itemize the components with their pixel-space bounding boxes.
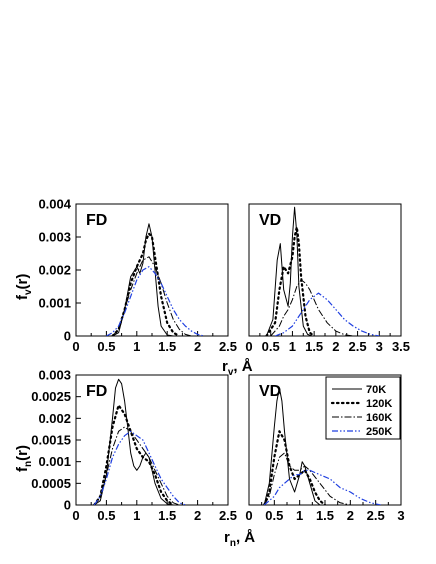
x-tick-label: 1 bbox=[133, 339, 140, 354]
x-tick-label: 2 bbox=[194, 339, 201, 354]
x-tick-label: 2.5 bbox=[219, 508, 237, 523]
panel-title: VD bbox=[259, 212, 281, 229]
x-tick-label: 1.5 bbox=[158, 508, 176, 523]
series-line-160k bbox=[270, 279, 354, 336]
series-group bbox=[93, 378, 186, 505]
x-tick-label: 1.5 bbox=[316, 508, 334, 523]
panel-top-left-fd: 0 0.5 1 1.5 2 2.5 0 0.001 0.002 0.003 0.004 FD bbox=[38, 197, 237, 355]
x-tick-label: 0.5 bbox=[265, 508, 283, 523]
x-tick-label: 1.5 bbox=[158, 339, 176, 354]
series-line-120k bbox=[93, 404, 175, 505]
series-line-70k bbox=[93, 378, 174, 505]
series-group bbox=[265, 206, 380, 336]
series-line-120k bbox=[263, 430, 327, 505]
y-tick-label: 0.001 bbox=[38, 296, 71, 311]
x-tick-label: 0 bbox=[245, 339, 252, 354]
series-line-250k bbox=[274, 292, 380, 336]
x-tick-label: 2 bbox=[332, 339, 339, 354]
series-line-120k bbox=[265, 226, 316, 336]
series-line-250k bbox=[263, 469, 381, 505]
x-tick-label: 0 bbox=[72, 508, 79, 523]
legend-label-250k: 250K bbox=[366, 426, 392, 438]
x-axis-label-top: rv, Å bbox=[222, 358, 253, 378]
x-tick-label: 3 bbox=[376, 339, 383, 354]
x-tick-label: 0 bbox=[245, 508, 252, 523]
panel-title: VD bbox=[259, 383, 281, 400]
x-tick-label: 2.5 bbox=[367, 508, 385, 523]
x-tick-label: 3.5 bbox=[392, 339, 410, 354]
x-tick-label: 2 bbox=[347, 508, 354, 523]
series-group bbox=[263, 387, 381, 505]
panel-bottom-left-fd: 0 0.5 1 1.5 2 2.5 0 0.0005 0.001 0.0015 0.002 0.002… bbox=[31, 368, 237, 524]
y-axis-label-top: fv(r) bbox=[14, 274, 34, 300]
y-tick-label: 0 bbox=[64, 498, 71, 513]
series-line-160k bbox=[263, 452, 351, 505]
y-tick-label: 0.001 bbox=[38, 454, 71, 469]
y-axis-label-bottom: fn(r) bbox=[14, 445, 34, 472]
series-line-160k bbox=[93, 426, 180, 505]
x-tick-label: 0.5 bbox=[97, 508, 115, 523]
y-tick-label: 0.002 bbox=[38, 263, 71, 278]
y-tick-label: 0.0025 bbox=[31, 389, 71, 404]
panel-title: FD bbox=[86, 212, 107, 229]
x-tick-label: 0.5 bbox=[262, 339, 280, 354]
series-line-250k bbox=[93, 430, 186, 505]
y-tick-label: 0.003 bbox=[38, 230, 71, 245]
x-tick-label: 1.5 bbox=[305, 339, 323, 354]
x-axis-label-bottom: rn, Å bbox=[224, 529, 255, 549]
legend-label-160k: 160K bbox=[366, 412, 392, 424]
y-tick-label: 0.003 bbox=[38, 368, 71, 383]
x-tick-label: 0.5 bbox=[97, 339, 115, 354]
x-tick-label: 2 bbox=[194, 508, 201, 523]
y-tick-label: 0.0005 bbox=[31, 476, 71, 491]
series-line-250k bbox=[106, 266, 204, 336]
x-tick-label: 2.5 bbox=[219, 339, 237, 354]
x-tick-label: 1 bbox=[289, 339, 296, 354]
legend-box bbox=[325, 376, 401, 440]
series-line-70k bbox=[263, 387, 321, 505]
x-tick-label: 3 bbox=[397, 508, 404, 523]
y-tick-label: 0.0015 bbox=[31, 433, 71, 448]
x-tick-label: 2.5 bbox=[349, 339, 367, 354]
legend-label-120k: 120K bbox=[366, 398, 392, 410]
legend-label-70k: 70K bbox=[366, 384, 386, 396]
y-tick-label: 0 bbox=[64, 329, 71, 344]
panel-top-right-vd: 0 0.5 1 1.5 2 2.5 3 3.5 VD bbox=[245, 203, 410, 354]
series-group bbox=[106, 223, 204, 336]
x-tick-label: 0 bbox=[72, 339, 79, 354]
panel-title: FD bbox=[86, 383, 107, 400]
y-tick-label: 0.004 bbox=[38, 197, 71, 212]
x-tick-label: 1 bbox=[296, 508, 303, 523]
series-line-120k bbox=[111, 232, 181, 336]
series-line-160k bbox=[112, 256, 192, 336]
x-tick-label: 1 bbox=[133, 508, 140, 523]
panel-bottom-right-vd: 0 0.5 1 1.5 2 2.5 3 VD bbox=[245, 374, 405, 523]
y-tick-label: 0.002 bbox=[38, 411, 71, 426]
legend: 70K 120K 160K 250K bbox=[325, 376, 401, 440]
